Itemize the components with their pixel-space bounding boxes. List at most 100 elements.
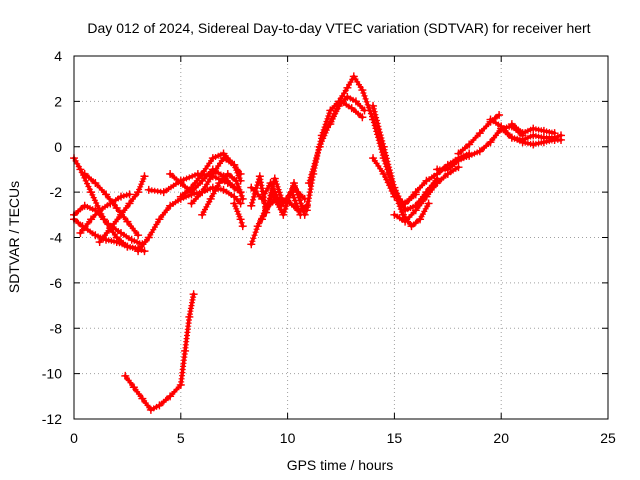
data-point [422, 176, 431, 185]
data-point [134, 188, 143, 197]
data-point [129, 383, 138, 392]
data-point [401, 199, 410, 208]
data-point [557, 135, 566, 144]
data-point [529, 124, 538, 133]
axis-ticks: 0 5 10 15 20 25 -12 -10 -8 -6 -4 -2 0 2 4 [42, 48, 616, 446]
y-axis-label: SDTVAR / TECUs [6, 181, 22, 293]
data-point [230, 192, 239, 201]
data-point [550, 129, 559, 138]
data-point [106, 224, 115, 233]
series-satellite-track-24 [390, 163, 463, 226]
data-point [539, 138, 548, 147]
data-point [185, 312, 194, 321]
data-point [208, 169, 217, 178]
data-series [70, 72, 566, 414]
series-satellite-track-6 [95, 172, 149, 247]
data-point [159, 188, 168, 197]
y-tick-label: 2 [54, 93, 62, 109]
data-point [539, 126, 548, 135]
data-point [349, 72, 358, 81]
data-point [302, 206, 311, 215]
data-point [268, 190, 277, 199]
data-point [189, 290, 198, 299]
data-point [155, 215, 164, 224]
data-point [401, 217, 410, 226]
data-point [87, 188, 96, 197]
data-point [104, 219, 113, 228]
data-point [125, 199, 134, 208]
data-point [223, 169, 232, 178]
series-satellite-track-29 [497, 124, 566, 149]
series-satellite-track-11 [187, 154, 245, 208]
data-point [279, 210, 288, 219]
data-point [401, 206, 410, 215]
data-point [416, 215, 425, 224]
data-point [390, 192, 399, 201]
x-tick-label: 10 [280, 430, 296, 446]
data-point [495, 110, 504, 119]
data-point [358, 86, 367, 95]
data-point [270, 174, 279, 183]
data-point [304, 179, 313, 188]
data-point [121, 371, 130, 380]
data-point [176, 192, 185, 201]
data-point [232, 176, 241, 185]
data-point [255, 172, 264, 181]
data-point [454, 156, 463, 165]
data-point [497, 124, 506, 133]
data-point [238, 194, 247, 203]
data-point [123, 217, 132, 226]
data-point [369, 101, 378, 110]
data-point [300, 210, 309, 219]
data-point [253, 222, 262, 231]
data-point [80, 169, 89, 178]
series-satellite-track-21 [326, 92, 369, 129]
x-axis-label: GPS time / hours [287, 457, 394, 473]
data-point [443, 165, 452, 174]
data-point [91, 231, 100, 240]
data-point [206, 194, 215, 203]
data-point [198, 188, 207, 197]
data-point [486, 115, 495, 124]
data-point [379, 169, 388, 178]
data-point [454, 163, 463, 172]
data-point [134, 231, 143, 240]
data-point [507, 133, 516, 142]
data-point [198, 169, 207, 178]
data-point [116, 192, 125, 201]
data-point [155, 401, 164, 410]
data-point [238, 222, 247, 231]
data-point [219, 185, 228, 194]
x-tick-label: 20 [493, 430, 509, 446]
data-point [247, 201, 256, 210]
y-tick-label: -8 [50, 320, 63, 336]
data-point [144, 233, 153, 242]
data-point [411, 206, 420, 215]
data-point [176, 179, 185, 188]
data-point [95, 206, 104, 215]
data-point [230, 183, 239, 192]
series-satellite-track-30 [507, 120, 559, 138]
data-point [125, 190, 134, 199]
data-point [465, 140, 474, 149]
data-point [87, 215, 96, 224]
y-tick-label: 0 [54, 139, 62, 155]
data-point [422, 192, 431, 201]
data-point [176, 380, 185, 389]
y-tick-label: 4 [54, 48, 62, 64]
data-point [343, 83, 352, 92]
y-tick-label: -6 [50, 275, 63, 291]
data-point [407, 222, 416, 231]
data-point [529, 131, 538, 140]
y-tick-label: -12 [42, 411, 62, 427]
y-tick-label: -2 [50, 184, 63, 200]
data-point [507, 120, 516, 129]
data-point [334, 101, 343, 110]
data-point [315, 142, 324, 151]
data-point [465, 151, 474, 160]
data-point [91, 179, 100, 188]
data-point [187, 183, 196, 192]
data-point [80, 201, 89, 210]
data-point [140, 172, 149, 181]
